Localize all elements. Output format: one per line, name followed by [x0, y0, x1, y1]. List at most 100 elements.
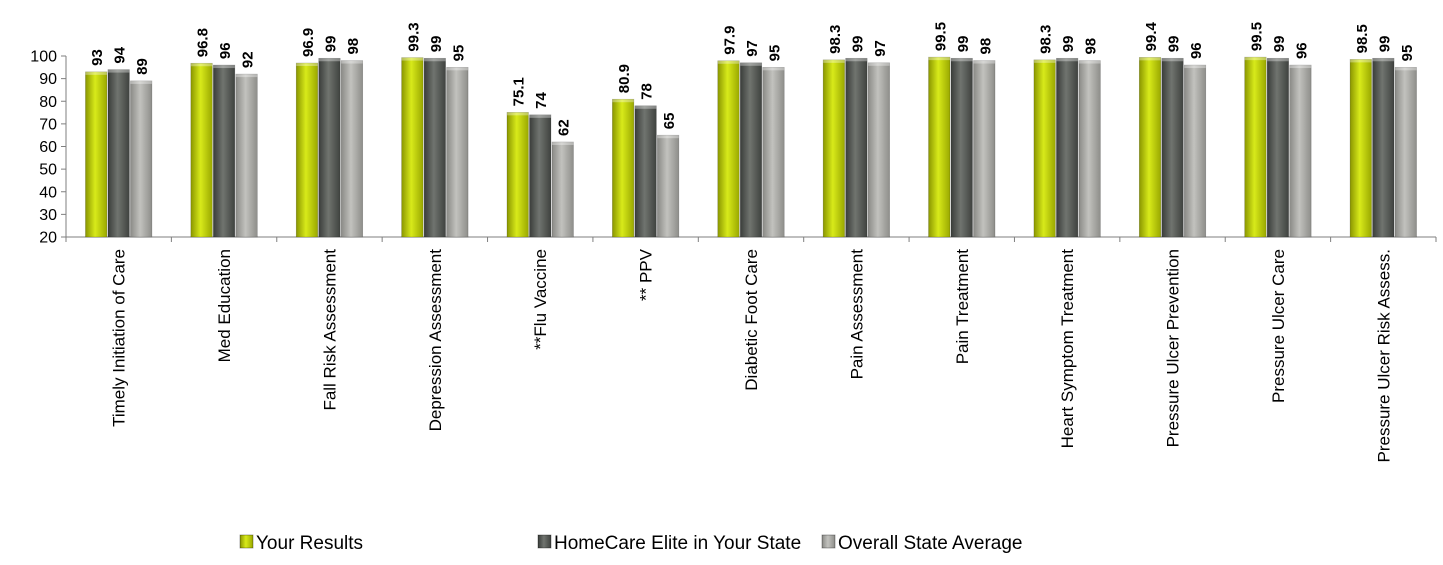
x-category-label: Pain Treatment — [953, 249, 972, 365]
bar-3 — [867, 62, 890, 238]
bar-top-highlight — [845, 58, 868, 62]
bar-top-highlight — [107, 69, 130, 73]
data-label: 92 — [240, 51, 257, 68]
bar-1 — [1138, 57, 1162, 238]
bar-1 — [1349, 59, 1372, 238]
data-label: 99 — [1271, 36, 1288, 53]
y-tick-label: 20 — [39, 230, 57, 247]
data-label: 99 — [1060, 36, 1077, 53]
bar-top-highlight — [130, 80, 152, 84]
bar-2 — [845, 57, 868, 238]
y-tick-label: 90 — [39, 71, 57, 88]
bar-3 — [551, 141, 574, 238]
data-label: 98.5 — [1354, 24, 1371, 53]
data-label: 96.9 — [300, 28, 317, 57]
y-tick-label: 50 — [39, 162, 57, 179]
data-label: 94 — [112, 46, 129, 63]
bar-3 — [1394, 67, 1417, 238]
data-label: 75.1 — [511, 77, 528, 106]
legend-swatch-1 — [239, 534, 254, 549]
bar-1 — [717, 60, 740, 238]
bar-top-highlight — [1139, 57, 1161, 61]
x-category-label: Pain Assessment — [847, 249, 866, 380]
data-label: 99.4 — [1143, 22, 1160, 52]
x-category-label: Fall Risk Assessment — [320, 249, 339, 411]
bar-2 — [950, 57, 973, 238]
data-label: 95 — [767, 45, 784, 62]
bar-2 — [529, 114, 552, 238]
bar-2 — [423, 57, 446, 238]
bar-top-highlight — [951, 58, 973, 62]
data-label: 97.9 — [722, 26, 739, 55]
bar-2 — [1266, 57, 1289, 238]
bar-top-highlight — [1395, 67, 1417, 71]
x-category-label: Depression Assessment — [426, 249, 445, 432]
data-label: 98.3 — [827, 25, 844, 54]
bar-2 — [1161, 57, 1184, 238]
bar-1 — [1244, 56, 1267, 238]
bar-3 — [1078, 60, 1101, 238]
bar-top-highlight — [318, 58, 341, 62]
bar-top-highlight — [762, 67, 785, 71]
data-label: 96.8 — [195, 28, 212, 57]
bar-top-highlight — [235, 74, 258, 78]
bar-top-highlight — [1078, 60, 1101, 64]
data-label: 99 — [955, 36, 972, 53]
x-category-label: Timely Initiation of Care — [110, 249, 129, 427]
data-label: 96 — [1188, 42, 1205, 59]
y-tick-label: 100 — [30, 49, 57, 66]
bar-2 — [318, 57, 341, 238]
bar-2 — [213, 64, 236, 238]
bar-top-highlight — [1372, 58, 1395, 62]
bar-top-highlight — [401, 57, 424, 61]
bar-top-highlight — [1056, 58, 1078, 62]
bar-3 — [657, 134, 680, 238]
bar-top-highlight — [973, 60, 996, 64]
bar-1 — [822, 59, 845, 238]
bar-2 — [634, 105, 657, 238]
bar-top-highlight — [446, 67, 469, 71]
bar-top-highlight — [612, 99, 634, 103]
bar-1 — [401, 57, 424, 238]
y-tick-label: 40 — [39, 184, 57, 201]
bar-2 — [107, 69, 130, 238]
data-label: 74 — [533, 91, 550, 108]
bar-top-highlight — [634, 105, 657, 109]
data-label: 99.5 — [932, 22, 949, 51]
bar-top-highlight — [296, 63, 318, 67]
bar-top-highlight — [551, 141, 574, 145]
bar-top-highlight — [1244, 57, 1267, 61]
bar-top-highlight — [341, 60, 363, 64]
x-category-label: Pressure Ulcer Care — [1269, 249, 1288, 403]
legend-label: Overall State Average — [838, 533, 1022, 554]
x-category-label: Heart Symptom Treatment — [1058, 249, 1077, 449]
data-label: 99 — [1166, 36, 1183, 53]
data-label: 78 — [639, 83, 656, 100]
y-tick-label: 80 — [39, 94, 57, 111]
bar-1 — [85, 71, 108, 238]
bar-top-highlight — [1033, 59, 1056, 63]
data-label: 95 — [1399, 45, 1416, 62]
bar-3 — [130, 80, 153, 238]
x-category-label: ** PPV — [637, 248, 656, 301]
legend-swatch-2 — [537, 534, 552, 549]
bar-3 — [762, 67, 785, 238]
bar-top-highlight — [506, 112, 529, 116]
data-label: 95 — [450, 45, 467, 62]
bar-top-highlight — [424, 58, 446, 62]
bar-1 — [295, 62, 319, 238]
bar-1 — [190, 62, 213, 238]
bar-1 — [928, 56, 951, 238]
data-label: 99 — [428, 36, 445, 53]
legend-label: Your Results — [256, 533, 363, 554]
bar-3 — [446, 67, 469, 238]
bar-1 — [1033, 59, 1056, 238]
bar-top-highlight — [740, 62, 762, 66]
data-label: 62 — [556, 119, 573, 136]
bar-top-highlight — [1350, 59, 1372, 63]
bar-3 — [973, 60, 996, 238]
bar-top-highlight — [1184, 65, 1206, 69]
data-label: 97 — [872, 40, 889, 57]
